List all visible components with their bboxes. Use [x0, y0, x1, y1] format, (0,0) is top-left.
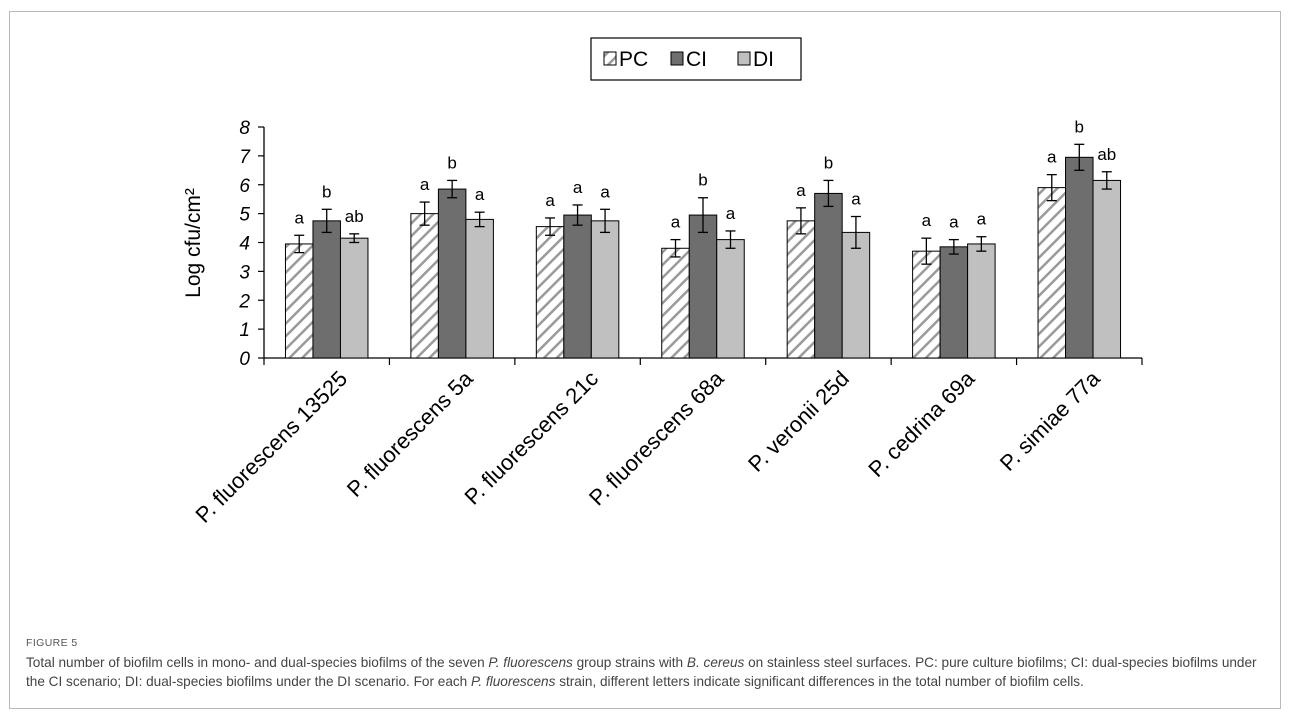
y-tick-label: 7	[239, 147, 251, 168]
bar-pc	[284, 243, 314, 359]
significance-letter: a	[294, 208, 304, 227]
legend-label-ci: CI	[686, 48, 707, 71]
y-tick-label: 1	[239, 320, 250, 341]
legend-swatch-ci	[670, 51, 684, 66]
bar-ci	[1065, 156, 1094, 359]
caption-segment: group strains with	[572, 655, 687, 670]
bar-pc	[912, 250, 941, 359]
y-tick-label: 5	[239, 205, 250, 226]
bar-di	[716, 239, 745, 359]
significance-letter: a	[545, 191, 555, 210]
bar-pc	[661, 247, 690, 359]
y-tick-label: 0	[239, 349, 250, 370]
figure-frame: PC CI DI 0 1 2 3 4 5 6 7 8 Log cfu/cm² a b ab P. fluores…	[9, 11, 1281, 709]
bar-pc	[410, 213, 439, 359]
bar-pc	[535, 226, 565, 359]
bar-ci	[563, 214, 592, 359]
bar-ci	[939, 246, 969, 359]
significance-letter: a	[851, 190, 861, 209]
significance-letter: a	[573, 178, 583, 197]
legend-swatch-pc	[603, 51, 617, 66]
legend-box	[590, 37, 802, 81]
figure-caption: FIGURE 5 Total number of biofilm cells i…	[26, 637, 1276, 691]
bar-pc	[1037, 187, 1067, 359]
significance-letter: ab	[1097, 145, 1116, 164]
x-category-label: P. cedrina 69a	[863, 365, 980, 482]
bar-di	[339, 237, 369, 359]
bar-ci	[814, 192, 843, 359]
bar-ci	[437, 188, 467, 359]
significance-letter: a	[475, 185, 485, 204]
y-tick-label: 6	[239, 176, 250, 197]
y-axis-title: Log cfu/cm²	[182, 188, 205, 298]
bar-ci	[688, 214, 718, 359]
bar-pc	[786, 220, 816, 359]
y-tick-label: 2	[238, 291, 250, 312]
significance-letter: b	[447, 153, 456, 172]
legend-label-pc: PC	[619, 48, 648, 71]
x-category-label: P. simiae 77a	[995, 365, 1105, 475]
bar-di	[590, 220, 620, 359]
significance-letter: a	[671, 213, 681, 232]
x-category-label: P. fluorescens 21c	[459, 366, 603, 510]
bar-di	[841, 231, 871, 359]
y-tick-label: 4	[239, 234, 250, 255]
bar-ci	[312, 220, 341, 359]
significance-letter: a	[977, 210, 987, 229]
x-category-label: P. fluorescens 68a	[584, 365, 729, 510]
y-tick-label: 3	[239, 262, 250, 283]
x-category-label: P. fluorescens 5a	[342, 365, 478, 501]
significance-letter: b	[698, 171, 707, 190]
legend-label-di: DI	[753, 48, 774, 71]
significance-letter: a	[1047, 148, 1057, 167]
significance-letter: ab	[345, 207, 364, 226]
caption-segment: Total number of biofilm cells in mono- a…	[26, 655, 489, 670]
caption-italic-term: B. cereus	[686, 655, 745, 670]
caption-segment: strain, different letters indicate signi…	[555, 674, 1084, 689]
figure-label: FIGURE 5	[26, 637, 78, 649]
significance-letter: b	[1075, 117, 1084, 136]
x-category-label: P. fluorescens 13525	[190, 366, 352, 528]
significance-letter: a	[600, 182, 610, 201]
significance-letter: a	[949, 213, 959, 232]
caption-italic-term: P. fluorescens	[471, 674, 556, 689]
significance-letter: a	[796, 181, 806, 200]
caption-text: Total number of biofilm cells in mono- a…	[26, 653, 1276, 691]
significance-letter: a	[922, 211, 932, 230]
significance-letter: b	[824, 153, 833, 172]
x-category-label: P. veronii 25d	[743, 366, 854, 477]
significance-letter: b	[322, 182, 331, 201]
y-tick-label: 8	[239, 118, 250, 139]
significance-letter: a	[420, 175, 430, 194]
bar-di	[967, 243, 996, 359]
significance-letter: a	[726, 204, 736, 223]
caption-italic-term: P. fluorescens	[488, 655, 573, 670]
bar-di	[465, 218, 494, 359]
bar-di	[1092, 179, 1122, 359]
caption-segment: on stainless steel surfaces. PC: pure cu…	[26, 655, 1257, 689]
legend-swatch-di	[737, 51, 751, 66]
